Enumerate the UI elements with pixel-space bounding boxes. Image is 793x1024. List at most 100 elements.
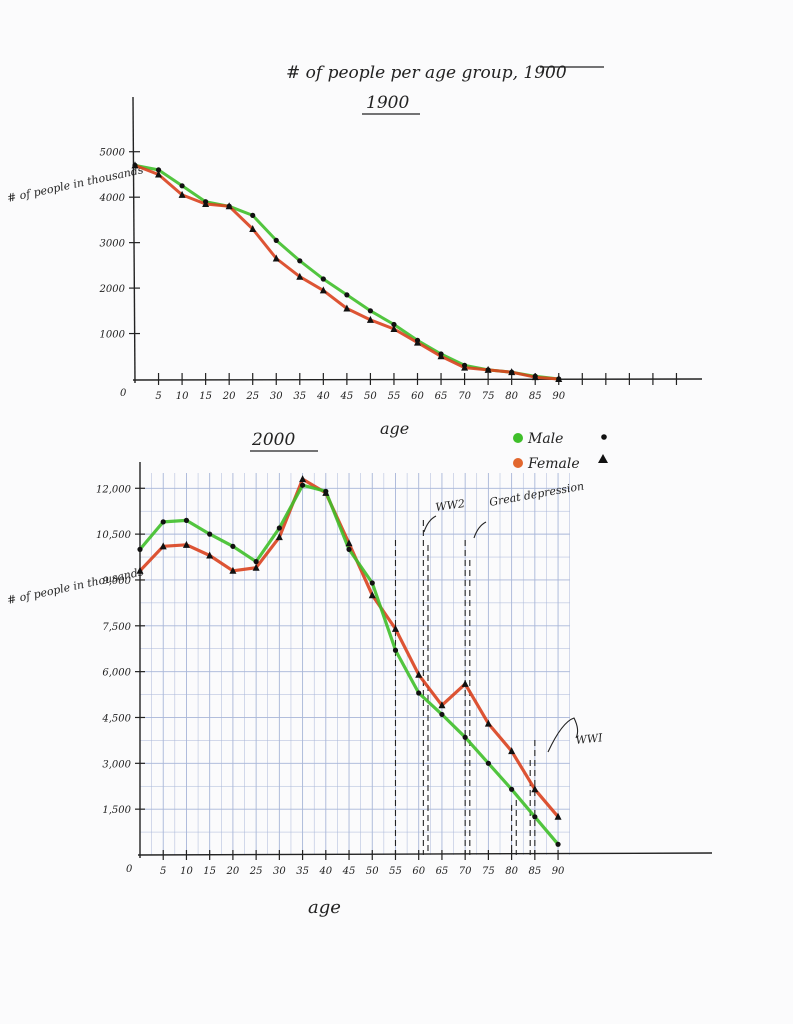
legend-female-label: Female [527, 456, 580, 472]
data-point-female [155, 170, 163, 178]
x-tick-label: 65 [436, 866, 449, 877]
data-point-female [414, 338, 421, 346]
x-tick-label: 40 [316, 391, 330, 402]
y-tick-label: 3000 [100, 239, 126, 250]
data-point-male [392, 647, 399, 653]
data-point-female [461, 363, 469, 371]
x-tick-label: 90 [552, 391, 565, 402]
data-point-female [390, 325, 398, 332]
y-tick-label: 1,500 [102, 805, 131, 816]
x-tick-label: 45 [342, 866, 356, 877]
x-axis-label: age [380, 419, 409, 438]
series-line-male [133, 163, 561, 381]
x-tick-label: 35 [293, 391, 306, 402]
x-tick-label: 30 [270, 391, 283, 402]
data-point-female [272, 254, 280, 262]
data-point-female [484, 365, 492, 373]
data-point-male [439, 711, 445, 718]
annotation-arrow [473, 521, 487, 539]
legend-female-swatch [513, 458, 523, 468]
x-tick-label: 85 [528, 866, 541, 877]
x-tick-label: 45 [340, 391, 354, 402]
x-tick-label: 20 [226, 866, 240, 877]
x-tick-label: 65 [435, 391, 448, 402]
data-point-male [299, 482, 306, 488]
data-point-female [249, 225, 257, 232]
data-point-male [532, 814, 538, 820]
data-point-male [485, 760, 491, 766]
chart-2000-title: 2000 [251, 430, 295, 450]
y-tick-label: 2000 [99, 284, 126, 295]
data-point-female [437, 352, 445, 360]
data-point-female [225, 202, 233, 210]
x-tick-label: 55 [389, 866, 402, 877]
data-point-female [508, 747, 516, 755]
data-point-female [319, 286, 327, 294]
data-point-male [297, 258, 303, 264]
x-tick-label: 5 [160, 866, 166, 877]
data-point-male [367, 308, 374, 314]
x-tick-label: 80 [505, 866, 518, 877]
event-annotation-label: WW2 [435, 497, 466, 514]
data-point-male [183, 517, 190, 523]
x-axis [137, 852, 713, 856]
legend-male-label: Male [527, 431, 563, 447]
x-tick-label: 75 [482, 866, 495, 877]
x-tick-label: 55 [388, 391, 401, 402]
x-tick-label: 5 [155, 391, 161, 402]
annotation-arrow [423, 515, 437, 533]
data-point-male [273, 237, 279, 243]
y-tick-label: 9,000 [102, 576, 131, 587]
y-axis [132, 96, 136, 384]
x-tick-label: 80 [505, 391, 518, 402]
y-tick-label: 12,000 [96, 484, 132, 495]
chart-2000: 2000 # of people in thousands age 0 1,50… [6, 430, 713, 918]
x-tick-label: 90 [552, 866, 565, 877]
data-point-female [131, 161, 139, 169]
data-point-female [136, 566, 144, 574]
x-tick-label: 75 [482, 391, 495, 402]
data-point-male [137, 546, 143, 553]
data-point-female [182, 540, 190, 548]
data-point-female [508, 368, 516, 376]
data-point-male [250, 212, 256, 218]
data-point-female [275, 533, 283, 541]
chart-1900-title: # of people per age group, 1900 [286, 63, 567, 83]
y-tick-label: 4,500 [101, 713, 131, 724]
x-tick-label: 50 [366, 866, 379, 877]
data-point-male [344, 292, 350, 298]
origin-label: 0 [126, 864, 133, 875]
data-point-female [368, 591, 376, 599]
legend-male-swatch [513, 433, 523, 443]
chart-1900: # of people per age group, 1900 1900 # o… [6, 63, 703, 438]
data-point-female [206, 551, 214, 559]
y-tick-label: 4000 [99, 193, 126, 204]
data-point-male [416, 690, 422, 696]
y-tick-label: 7,500 [102, 622, 131, 633]
data-point-male [462, 734, 468, 740]
data-point-male [509, 786, 515, 792]
data-point-male [346, 546, 352, 553]
legend-female-marker [598, 454, 608, 463]
data-point-female [252, 563, 260, 571]
y-tick-label: 6,000 [102, 668, 131, 679]
data-point-female [299, 475, 307, 483]
data-point-male [230, 543, 236, 549]
data-point-male [369, 580, 375, 586]
x-tick-label: 25 [245, 391, 259, 402]
data-point-female [229, 566, 237, 574]
x-tick-label: 35 [296, 866, 309, 877]
data-point-female [531, 785, 539, 793]
x-tick-label: 10 [180, 866, 193, 877]
data-point-male [555, 841, 561, 847]
x-tick-label: 15 [199, 391, 212, 402]
data-point-female [461, 679, 469, 687]
data-point-male [276, 525, 282, 531]
data-point-female [484, 719, 492, 727]
y-tick-label: 1000 [100, 330, 126, 341]
data-point-female [345, 539, 353, 547]
x-tick-label: 60 [412, 866, 425, 877]
x-tick-label: 30 [273, 866, 286, 877]
x-tick-label: 70 [459, 866, 472, 877]
